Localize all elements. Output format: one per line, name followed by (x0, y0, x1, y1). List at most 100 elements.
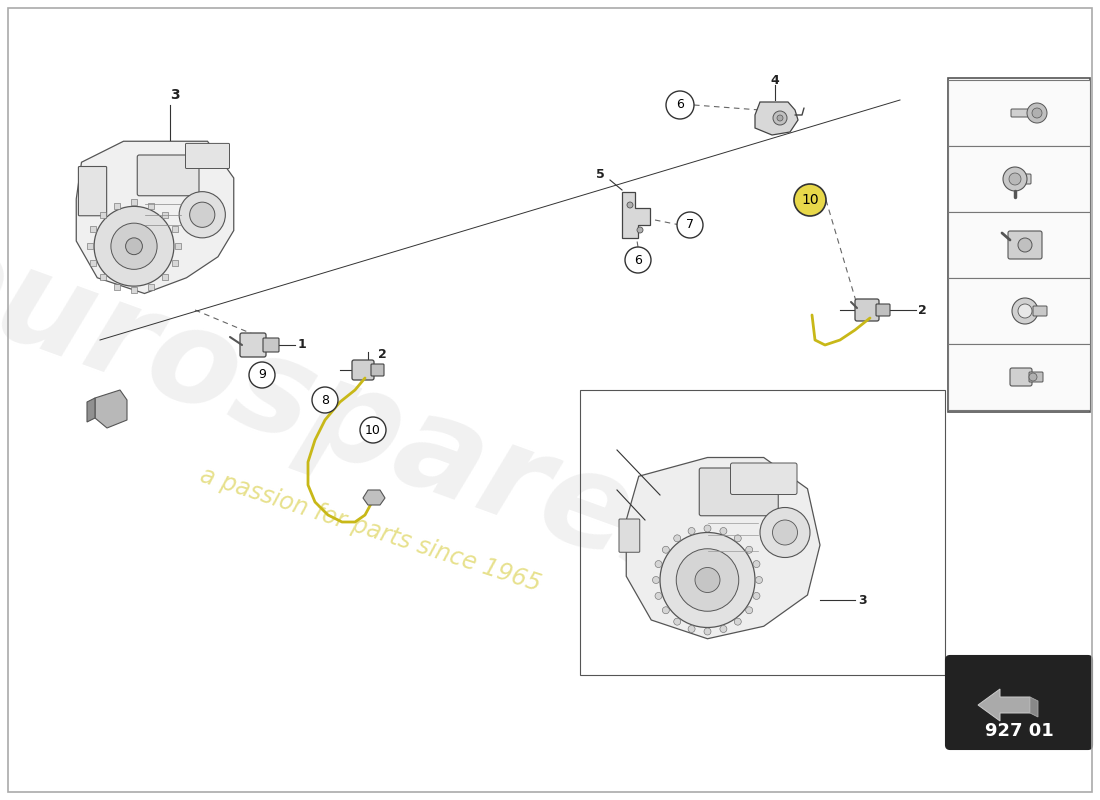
FancyBboxPatch shape (87, 243, 94, 250)
Circle shape (719, 626, 727, 633)
Text: a passion for parts since 1965: a passion for parts since 1965 (197, 463, 543, 597)
FancyBboxPatch shape (700, 468, 779, 516)
FancyBboxPatch shape (162, 274, 168, 280)
Polygon shape (76, 142, 233, 294)
Circle shape (1018, 238, 1032, 252)
Polygon shape (755, 102, 797, 135)
Text: 8: 8 (321, 394, 329, 406)
Circle shape (735, 535, 741, 542)
FancyBboxPatch shape (78, 166, 107, 216)
FancyBboxPatch shape (175, 243, 180, 250)
Circle shape (760, 507, 810, 558)
FancyBboxPatch shape (371, 364, 384, 376)
Circle shape (1032, 108, 1042, 118)
Circle shape (189, 202, 214, 227)
FancyBboxPatch shape (186, 143, 230, 169)
Circle shape (360, 417, 386, 443)
Circle shape (676, 549, 739, 611)
Circle shape (1018, 304, 1032, 318)
Circle shape (660, 533, 755, 627)
Circle shape (125, 238, 142, 254)
Circle shape (735, 618, 741, 625)
Circle shape (756, 577, 762, 583)
Circle shape (773, 111, 786, 125)
Circle shape (746, 606, 752, 614)
FancyBboxPatch shape (876, 304, 890, 316)
Circle shape (689, 527, 695, 534)
FancyBboxPatch shape (948, 278, 1090, 344)
FancyBboxPatch shape (948, 212, 1090, 278)
FancyBboxPatch shape (90, 260, 97, 266)
Circle shape (673, 535, 681, 542)
Circle shape (625, 247, 651, 273)
FancyBboxPatch shape (131, 199, 138, 206)
FancyBboxPatch shape (100, 274, 106, 280)
FancyBboxPatch shape (114, 202, 120, 209)
FancyBboxPatch shape (948, 80, 1090, 146)
Circle shape (111, 223, 157, 270)
FancyBboxPatch shape (162, 212, 168, 218)
Text: 10: 10 (801, 193, 818, 207)
Circle shape (627, 202, 632, 208)
FancyBboxPatch shape (619, 519, 640, 552)
FancyBboxPatch shape (1008, 231, 1042, 259)
Text: 6: 6 (960, 370, 969, 384)
Text: 6: 6 (676, 98, 684, 111)
FancyBboxPatch shape (946, 656, 1092, 749)
Circle shape (754, 561, 760, 567)
FancyBboxPatch shape (1011, 109, 1038, 117)
FancyBboxPatch shape (100, 212, 106, 218)
FancyBboxPatch shape (1010, 368, 1032, 386)
Circle shape (662, 546, 669, 554)
Circle shape (777, 115, 783, 121)
Circle shape (673, 618, 681, 625)
Polygon shape (363, 490, 385, 505)
FancyBboxPatch shape (240, 333, 266, 357)
Text: 10: 10 (365, 423, 381, 437)
Circle shape (676, 212, 703, 238)
Circle shape (1028, 373, 1037, 381)
Circle shape (746, 546, 752, 554)
Text: 7: 7 (686, 218, 694, 231)
FancyBboxPatch shape (948, 78, 1090, 412)
Circle shape (719, 527, 727, 534)
FancyBboxPatch shape (138, 155, 199, 196)
FancyBboxPatch shape (147, 202, 154, 209)
Circle shape (179, 192, 226, 238)
FancyBboxPatch shape (147, 284, 154, 290)
Circle shape (794, 184, 826, 216)
Polygon shape (87, 398, 95, 422)
FancyBboxPatch shape (1028, 372, 1043, 382)
Circle shape (754, 593, 760, 599)
Circle shape (95, 206, 174, 286)
FancyBboxPatch shape (263, 338, 279, 352)
FancyBboxPatch shape (948, 344, 1090, 410)
Polygon shape (626, 458, 820, 638)
Circle shape (1003, 167, 1027, 191)
Circle shape (249, 362, 275, 388)
Circle shape (312, 387, 338, 413)
Circle shape (654, 593, 662, 599)
FancyBboxPatch shape (1014, 174, 1031, 184)
Circle shape (695, 567, 721, 593)
FancyBboxPatch shape (131, 287, 138, 293)
Text: 3: 3 (170, 88, 179, 102)
FancyBboxPatch shape (1033, 306, 1047, 316)
FancyBboxPatch shape (90, 226, 97, 233)
Text: 4: 4 (771, 74, 780, 86)
Circle shape (666, 91, 694, 119)
Circle shape (772, 520, 798, 545)
Text: 1: 1 (298, 338, 307, 351)
FancyBboxPatch shape (114, 284, 120, 290)
Circle shape (654, 561, 662, 567)
Circle shape (652, 577, 660, 583)
Polygon shape (621, 192, 650, 238)
Text: 927 01: 927 01 (984, 722, 1054, 740)
Circle shape (704, 525, 711, 532)
Circle shape (689, 626, 695, 633)
FancyBboxPatch shape (172, 260, 177, 266)
Text: 5: 5 (595, 169, 604, 182)
Circle shape (1027, 103, 1047, 123)
Text: 2: 2 (918, 303, 926, 317)
Circle shape (662, 606, 669, 614)
